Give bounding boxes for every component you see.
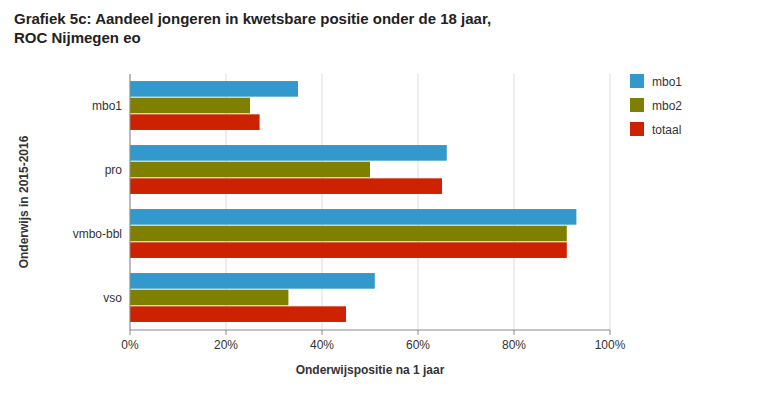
tick-label: 60% — [406, 338, 430, 352]
tick-mark — [322, 330, 323, 335]
bar — [130, 209, 576, 225]
tick-mark — [514, 330, 515, 335]
grid-line — [610, 74, 611, 330]
bar — [130, 178, 442, 194]
category-label: pro — [105, 163, 123, 177]
legend-swatch — [630, 74, 644, 88]
bar — [130, 114, 260, 130]
legend-label: totaal — [652, 123, 681, 137]
bar — [130, 98, 250, 114]
grid — [130, 74, 610, 330]
title-line: ROC Nijmegen eo — [14, 29, 141, 46]
bars — [130, 81, 576, 322]
x-axis-label: Onderwijspositie na 1 jaar — [296, 363, 445, 377]
grid-line — [514, 74, 515, 330]
y-axis-label: Onderwijs in 2015-2016 — [17, 135, 31, 268]
axis-line — [130, 330, 610, 331]
grid-line — [322, 74, 323, 330]
legend: mbo1 mbo2 totaal — [630, 74, 682, 137]
tick-label: 80% — [502, 338, 526, 352]
category-label: vmbo-bbl — [73, 227, 122, 241]
bar — [130, 162, 370, 178]
category-label: vso — [103, 291, 122, 305]
tick-label: 100% — [595, 338, 626, 352]
category-label: mbo1 — [92, 99, 122, 113]
tick-label: 0% — [121, 338, 139, 352]
chart-container: Grafiek 5c: Aandeel jongeren in kwetsbar… — [0, 0, 760, 400]
grid-line — [130, 74, 131, 330]
tick-label: 40% — [310, 338, 334, 352]
bar — [130, 273, 375, 289]
tick-mark — [130, 330, 131, 335]
chart-svg: Grafiek 5c: Aandeel jongeren in kwetsbar… — [0, 0, 760, 400]
tick-mark — [418, 330, 419, 335]
tick-mark — [226, 330, 227, 335]
title-line: Grafiek 5c: Aandeel jongeren in kwetsbar… — [14, 10, 491, 27]
legend-swatch — [630, 122, 644, 136]
x-ticks: 0% 20% 40% 60% 80% 100% — [121, 330, 625, 352]
legend-label: mbo2 — [652, 99, 682, 113]
y-axis: mbo1 pro vmbo-bbl vso — [73, 74, 610, 330]
bar — [130, 145, 447, 161]
legend-swatch — [630, 98, 644, 112]
tick-mark — [610, 330, 611, 335]
bar — [130, 242, 567, 258]
legend-label: mbo1 — [652, 75, 682, 89]
chart-title: Grafiek 5c: Aandeel jongeren in kwetsbar… — [14, 10, 491, 46]
tick-label: 20% — [214, 338, 238, 352]
bar — [130, 226, 567, 242]
bar — [130, 290, 288, 306]
grid-line — [418, 74, 419, 330]
bar — [130, 306, 346, 322]
bar — [130, 81, 298, 97]
axis-line — [130, 74, 131, 330]
